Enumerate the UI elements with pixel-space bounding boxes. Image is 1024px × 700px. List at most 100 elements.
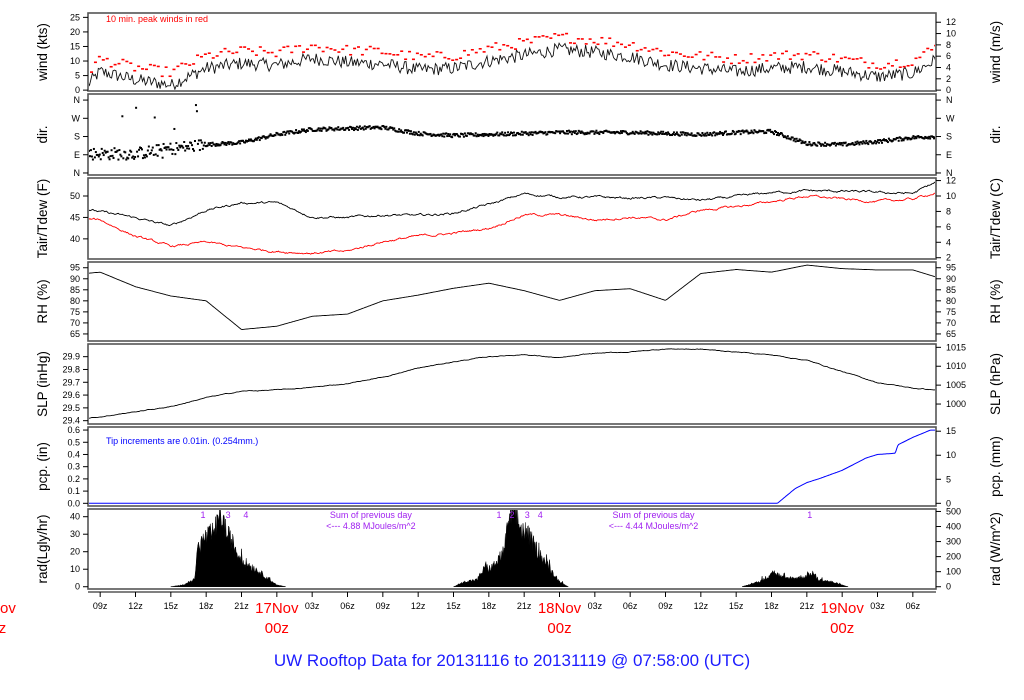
peak-wind-mark bbox=[620, 43, 624, 46]
wind-direction-point bbox=[437, 133, 440, 136]
wind-direction-point bbox=[192, 148, 195, 151]
wind-direction-point bbox=[91, 158, 94, 161]
wind-direction-point bbox=[342, 126, 345, 129]
wind-direction-point bbox=[741, 129, 744, 132]
peak-wind-mark bbox=[686, 56, 690, 58]
wind-direction-point bbox=[170, 148, 173, 151]
wind-direction-point bbox=[750, 129, 753, 132]
peak-wind-mark bbox=[243, 46, 247, 48]
wind-direction-point bbox=[134, 156, 137, 159]
peak-wind-mark bbox=[702, 58, 706, 61]
peak-wind-mark bbox=[172, 68, 176, 71]
peak-wind-mark bbox=[879, 68, 883, 70]
y-axis-title: dir. bbox=[35, 125, 50, 143]
wind-direction-point bbox=[679, 131, 682, 134]
wind-direction-point bbox=[169, 142, 172, 145]
wind-direction-point bbox=[384, 127, 387, 130]
wind-direction-point bbox=[541, 131, 544, 134]
y-tick-label-right: 80 bbox=[946, 296, 956, 306]
wind-direction-point bbox=[851, 141, 854, 144]
y-tick-label: 75 bbox=[70, 307, 80, 317]
wind-direction-point bbox=[238, 140, 241, 143]
wind-direction-point bbox=[209, 142, 212, 145]
wind-direction-point bbox=[310, 128, 313, 131]
peak-wind-mark bbox=[627, 44, 631, 47]
wind-direction-point bbox=[624, 130, 627, 133]
wind-direction-point bbox=[914, 135, 917, 138]
wind-direction-point bbox=[746, 130, 749, 133]
wind-direction-point bbox=[882, 138, 885, 141]
peak-wind-mark bbox=[258, 46, 262, 48]
wind-direction-point bbox=[398, 128, 401, 131]
y-tick-label-right: 200 bbox=[946, 552, 961, 562]
y-tick-label-right: E bbox=[946, 150, 952, 160]
wind-direction-point bbox=[230, 141, 233, 144]
wind-direction-point bbox=[583, 133, 586, 136]
wind-direction-point bbox=[840, 142, 843, 145]
wind-direction-point bbox=[438, 134, 441, 137]
peak-wind-mark bbox=[584, 43, 588, 45]
wind-direction-point bbox=[775, 130, 778, 133]
wind-direction-point bbox=[121, 115, 124, 118]
wind-direction-point bbox=[195, 110, 198, 113]
wind-direction-point bbox=[330, 126, 333, 129]
peak-wind-mark bbox=[506, 44, 510, 47]
time-tick-label: 15z bbox=[729, 601, 744, 611]
wind-direction-point bbox=[319, 127, 322, 130]
peak-wind-mark bbox=[726, 57, 730, 59]
peak-wind-mark bbox=[462, 49, 466, 52]
wind-direction-point bbox=[115, 150, 118, 153]
y-tick-label-right: 6 bbox=[946, 222, 951, 232]
daily-sum-value: <--- 4.44 MJoules/m^2 bbox=[609, 521, 699, 531]
y-tick-label: 95 bbox=[70, 263, 80, 273]
wind-direction-point bbox=[856, 140, 859, 143]
tip-increment-note: Tip increments are 0.01in. (0.254mm.) bbox=[106, 436, 258, 446]
peak-wind-mark bbox=[364, 48, 368, 51]
wind-direction-point bbox=[304, 131, 307, 134]
wind-direction-point bbox=[660, 130, 663, 133]
wind-direction-point bbox=[291, 130, 294, 133]
wind-direction-point bbox=[633, 132, 636, 135]
wind-direction-point bbox=[785, 137, 788, 140]
wind-direction-point bbox=[210, 145, 213, 148]
peak-wind-mark bbox=[729, 62, 733, 65]
wind-direction-point bbox=[516, 131, 519, 134]
peak-wind-mark bbox=[698, 51, 702, 53]
wind-direction-point bbox=[680, 133, 683, 136]
wind-direction-point bbox=[103, 149, 106, 152]
peak-wind-mark bbox=[278, 49, 282, 52]
wind-direction-point bbox=[100, 147, 103, 150]
wind-direction-point bbox=[213, 143, 216, 146]
wind-direction-point bbox=[524, 131, 527, 134]
wind-direction-point bbox=[299, 130, 302, 133]
wind-direction-point bbox=[303, 130, 306, 133]
wind-direction-point bbox=[382, 124, 385, 127]
peak-wind-mark bbox=[745, 61, 749, 64]
wind-direction-point bbox=[294, 131, 297, 134]
wind-direction-point bbox=[98, 153, 101, 156]
peak-wind-mark bbox=[561, 33, 565, 36]
wind-direction-point bbox=[648, 131, 651, 134]
wind-direction-point bbox=[165, 148, 168, 151]
wind-direction-point bbox=[201, 147, 204, 150]
wind-direction-point bbox=[164, 146, 167, 149]
wind-plot-area bbox=[89, 32, 935, 90]
wind-direction-point bbox=[417, 130, 420, 133]
y-tick-label-right: S bbox=[946, 132, 952, 142]
peak-wind-mark bbox=[788, 58, 792, 60]
wind-direction-point bbox=[266, 136, 269, 139]
peak-wind-mark bbox=[356, 46, 360, 48]
time-tick-label: 15z bbox=[446, 601, 461, 611]
peak-wind-mark bbox=[525, 38, 529, 41]
y-tick-label: 45 bbox=[70, 212, 80, 222]
radiation-marker: 2 bbox=[509, 510, 514, 520]
wind-direction-point bbox=[927, 137, 930, 140]
peak-wind-mark bbox=[215, 55, 219, 57]
wind-direction-point bbox=[107, 156, 110, 159]
wind-direction-point bbox=[804, 140, 807, 143]
wind-direction-point bbox=[857, 141, 860, 144]
wind-direction-point bbox=[373, 127, 376, 130]
wind-direction-point bbox=[719, 130, 722, 133]
wind-direction-point bbox=[865, 139, 868, 142]
wind-direction-point bbox=[442, 132, 445, 135]
